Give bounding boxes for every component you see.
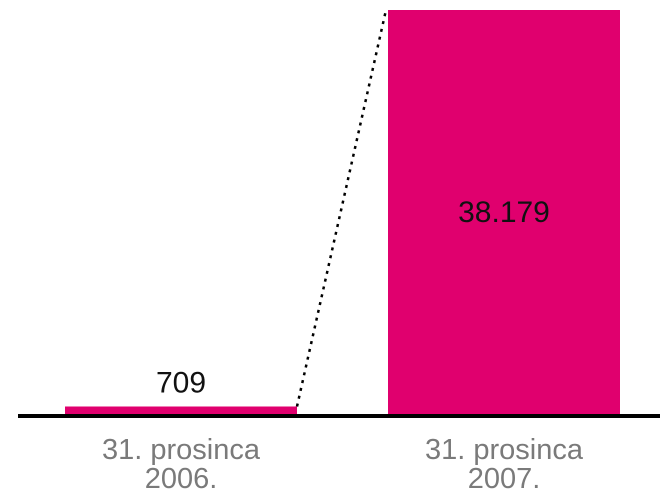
x-tick-label-1-line-1: 31. prosinca [102,434,261,466]
bars-layer [65,10,620,414]
data-label-1: 709 [156,366,206,399]
x-tick-label-1-line-2: 2006. [145,463,218,495]
data-label-2: 38.179 [458,196,550,229]
x-tick-label-2-line-1: 31. prosinca [425,434,584,466]
bar-2 [388,10,620,414]
x-tick-label-2-line-2: 2007. [468,463,541,495]
dotted-connector-line [295,9,388,407]
bar-1 [65,406,297,414]
connector-layer [295,9,388,407]
